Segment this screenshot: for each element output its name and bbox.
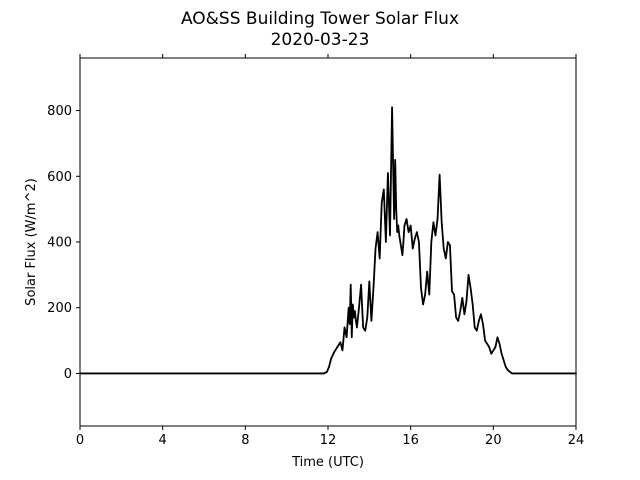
y-tick-label-0: 0 <box>64 367 72 382</box>
series-line-0 <box>79 106 577 375</box>
axis-ticks: 0 4 8 12 16 20 24 0 200 400 600 800 <box>47 54 584 448</box>
chart-title: AO&SS Building Tower Solar Flux <box>181 9 459 29</box>
data-layer <box>79 106 577 375</box>
chart-subtitle: 2020-03-23 <box>271 30 370 50</box>
x-tick-label-20: 20 <box>485 433 502 448</box>
y-axis-label: Solar Flux (W/m^2) <box>24 178 39 306</box>
plot-frame <box>79 57 577 427</box>
y-tick-label-200: 200 <box>47 301 72 316</box>
x-tick-label-0: 0 <box>76 433 84 448</box>
x-tick-label-8: 8 <box>241 433 249 448</box>
y-tick-label-400: 400 <box>47 236 72 251</box>
x-tick-label-24: 24 <box>568 433 585 448</box>
x-tick-label-16: 16 <box>402 433 419 448</box>
x-tick-label-4: 4 <box>159 433 167 448</box>
x-axis-label: Time (UTC) <box>291 455 364 470</box>
x-tick-label-12: 12 <box>320 433 337 448</box>
y-tick-label-600: 600 <box>47 170 72 185</box>
y-tick-label-800: 800 <box>47 104 72 119</box>
